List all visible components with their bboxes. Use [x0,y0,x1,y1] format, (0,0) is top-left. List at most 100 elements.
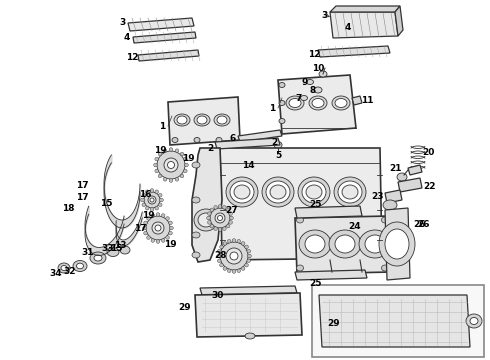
Ellipse shape [329,230,361,258]
Text: 24: 24 [349,221,361,230]
Text: 33: 33 [102,243,114,252]
Text: 12: 12 [126,53,138,62]
Ellipse shape [169,221,172,225]
Ellipse shape [198,213,214,227]
Ellipse shape [210,208,230,228]
Text: 2: 2 [271,138,277,147]
Ellipse shape [73,261,87,271]
Ellipse shape [312,99,324,108]
Polygon shape [319,295,470,347]
Ellipse shape [163,149,167,153]
Text: 17: 17 [75,180,88,189]
Ellipse shape [161,214,165,217]
Text: 22: 22 [424,181,436,190]
Bar [312,285,484,357]
Text: 17: 17 [75,193,88,202]
Text: 19: 19 [182,153,195,162]
Ellipse shape [379,222,415,266]
Ellipse shape [214,227,218,230]
Text: 15: 15 [100,198,112,207]
Ellipse shape [266,181,290,203]
Ellipse shape [217,254,221,258]
Polygon shape [395,6,403,36]
Ellipse shape [94,255,102,261]
Ellipse shape [147,217,150,220]
Ellipse shape [230,181,254,203]
Polygon shape [128,18,194,31]
Ellipse shape [208,221,211,224]
Ellipse shape [146,190,149,194]
Ellipse shape [158,193,162,197]
Ellipse shape [245,333,255,339]
Ellipse shape [230,216,233,220]
Ellipse shape [151,239,155,242]
Polygon shape [220,148,382,260]
Ellipse shape [156,213,160,216]
Ellipse shape [232,270,236,273]
Ellipse shape [359,230,391,258]
Ellipse shape [220,245,223,249]
Ellipse shape [169,179,173,182]
Text: 10: 10 [312,63,324,72]
Ellipse shape [169,231,172,235]
Ellipse shape [170,226,173,230]
Ellipse shape [150,189,154,192]
Text: 12: 12 [308,50,320,59]
Ellipse shape [194,114,210,126]
Ellipse shape [177,116,187,124]
Ellipse shape [185,163,188,167]
Ellipse shape [143,226,147,230]
Polygon shape [318,46,390,57]
Ellipse shape [286,96,304,110]
Ellipse shape [220,242,248,270]
Polygon shape [168,97,240,145]
Ellipse shape [247,259,250,262]
Ellipse shape [385,229,409,259]
Ellipse shape [154,163,157,167]
Ellipse shape [172,138,178,143]
Ellipse shape [220,263,223,267]
Ellipse shape [319,71,327,77]
Ellipse shape [306,185,322,199]
Polygon shape [138,50,199,61]
Ellipse shape [146,206,149,210]
Ellipse shape [175,149,179,153]
Polygon shape [352,96,362,105]
Ellipse shape [150,198,154,202]
Polygon shape [133,32,196,43]
Text: 16: 16 [139,189,151,198]
Text: 27: 27 [226,206,238,215]
Ellipse shape [383,200,397,210]
Ellipse shape [226,224,230,228]
Ellipse shape [218,228,222,231]
Polygon shape [215,138,280,149]
Ellipse shape [184,169,187,173]
Ellipse shape [299,230,331,258]
Ellipse shape [152,222,164,234]
Ellipse shape [158,174,162,178]
Polygon shape [295,270,367,280]
Ellipse shape [338,181,362,203]
Text: 31: 31 [82,248,94,257]
Ellipse shape [218,205,222,208]
Ellipse shape [180,152,184,156]
Ellipse shape [120,246,130,254]
Text: 18: 18 [62,203,74,212]
Text: 15: 15 [110,243,122,252]
Ellipse shape [397,173,407,181]
Ellipse shape [365,235,385,253]
Text: 9: 9 [302,77,308,86]
Ellipse shape [192,162,200,168]
Ellipse shape [142,193,146,197]
Ellipse shape [309,96,327,110]
Ellipse shape [247,249,250,253]
Ellipse shape [466,314,482,328]
Polygon shape [398,178,422,192]
Ellipse shape [90,252,106,264]
Text: 34: 34 [49,270,62,279]
Text: 8: 8 [310,86,316,95]
Ellipse shape [222,227,226,230]
Ellipse shape [300,95,308,100]
Ellipse shape [214,114,230,126]
Ellipse shape [147,236,150,239]
